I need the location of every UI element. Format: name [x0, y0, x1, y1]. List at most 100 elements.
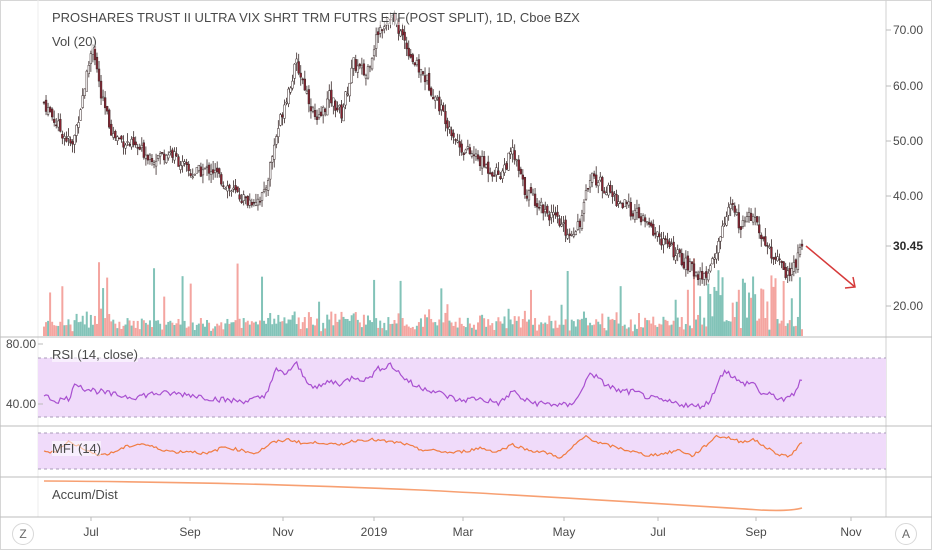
volume-legend[interactable]: Vol (20) [52, 34, 97, 49]
volume-bar [774, 278, 777, 336]
candle-body [601, 177, 604, 192]
candle-body [792, 262, 795, 272]
volume-bar [244, 322, 247, 336]
volume-bar [336, 321, 339, 336]
candle-body [468, 147, 472, 155]
candle-body [362, 63, 366, 76]
candle-body [662, 238, 665, 246]
volume-bar [110, 321, 113, 336]
volume-bar [625, 328, 628, 336]
volume-bar [519, 327, 522, 336]
forecast-arrow[interactable] [805, 245, 856, 289]
candle-body [101, 96, 105, 99]
candle-body [57, 120, 60, 128]
candle-body [301, 78, 304, 81]
candle-body [427, 72, 431, 91]
candle-body [236, 186, 239, 193]
volume-bar [267, 317, 270, 336]
volume-bar [57, 325, 60, 336]
candle-body [305, 90, 309, 94]
volume-bar [263, 320, 266, 336]
volume-bar [100, 308, 103, 336]
volume-bar [601, 313, 604, 336]
volume-bar [61, 286, 64, 336]
volume-bar [173, 325, 176, 336]
mfi-legend[interactable]: MFI (14) [52, 441, 102, 456]
volume-bar [232, 322, 235, 336]
candle-body [690, 261, 694, 265]
volume-bar [47, 320, 50, 336]
candle-body [478, 156, 482, 167]
candle-body [293, 63, 296, 79]
candle-body [566, 234, 569, 239]
candle-body [676, 249, 679, 254]
volume-bar [181, 276, 184, 336]
candle-body [374, 34, 378, 49]
volume-bar [87, 327, 90, 336]
candle-body [140, 145, 143, 149]
candle-body [338, 104, 341, 108]
volume-bar [216, 323, 219, 336]
candle-body [513, 150, 516, 160]
candle-body [330, 89, 333, 104]
candle-body [277, 128, 280, 137]
volume-bar [532, 324, 535, 336]
volume-bar [529, 289, 532, 336]
volume-bar [558, 324, 561, 336]
candle-body [346, 93, 349, 96]
accum-dist-legend[interactable]: Accum/Dist [52, 487, 118, 502]
volume-bar [183, 320, 186, 336]
candle-body [515, 159, 518, 162]
candle-body [207, 164, 211, 174]
candle-body [118, 137, 121, 140]
candle-body [607, 184, 610, 196]
volume-bar [128, 320, 131, 336]
volume-bar [146, 324, 149, 336]
volume-bar [570, 319, 573, 336]
candle-body [660, 238, 663, 246]
candle-body [165, 155, 168, 163]
volume-bar [479, 315, 482, 336]
volume-bar [346, 319, 349, 336]
volume-bar [342, 316, 345, 336]
candle-body [709, 265, 712, 272]
candle-body [656, 231, 659, 237]
volume-bar [582, 311, 585, 336]
rsi-legend[interactable]: RSI (14, close) [52, 347, 138, 362]
price-axis[interactable]: 70.00 60.00 50.00 40.00 20.00 30.45 [886, 23, 923, 313]
candle-body [124, 144, 127, 149]
volume-bar [635, 328, 638, 336]
time-axis[interactable]: Jul Sep Nov 2019 Mar May Jul Sep Nov [83, 517, 862, 539]
auto-scale-button[interactable]: A [895, 523, 917, 545]
candle-body [77, 122, 80, 128]
volume-bar [589, 322, 592, 336]
candle-body [75, 124, 78, 136]
candle-body [670, 243, 673, 246]
candle-body [711, 258, 714, 265]
volume-bar [546, 324, 549, 336]
candle-body [311, 107, 315, 112]
volume-bar [89, 314, 92, 336]
volume-bar [201, 323, 204, 336]
volume-bar [623, 324, 626, 336]
candle-body [574, 231, 577, 235]
volume-bar [760, 288, 763, 336]
volume-bar [405, 324, 408, 336]
volume-bar [507, 308, 510, 336]
candle-body [287, 88, 290, 105]
zoom-reset-button[interactable]: Z [12, 523, 34, 545]
volume-bar [77, 322, 80, 336]
volume-bar [754, 294, 757, 336]
volume-bar [615, 312, 618, 336]
candle-body [254, 202, 258, 206]
volume-bar [289, 319, 292, 336]
volume-bar [568, 330, 571, 336]
candlesticks[interactable] [42, 10, 804, 286]
volume-bar [686, 289, 689, 336]
volume-bar [501, 323, 504, 336]
volume-bar [252, 322, 255, 336]
volume-bar [91, 324, 94, 336]
candle-body [275, 136, 278, 145]
candle-body [707, 272, 710, 281]
